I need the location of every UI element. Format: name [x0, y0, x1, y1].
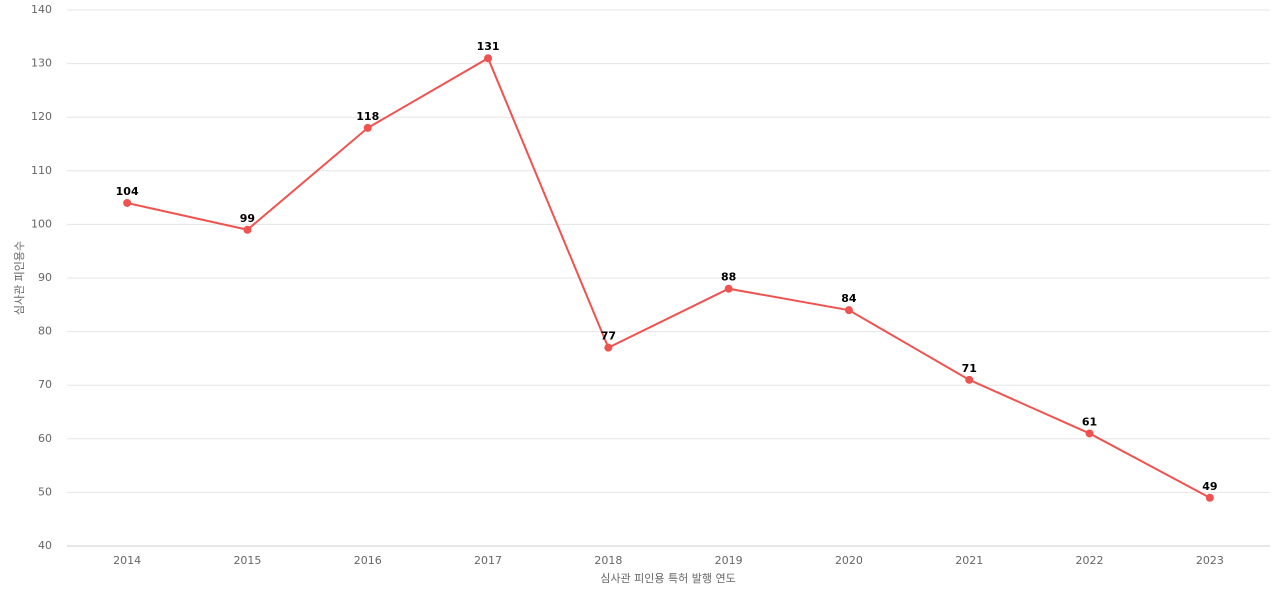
- y-tick-label: 140: [31, 3, 52, 16]
- x-tick-label: 2016: [354, 554, 382, 567]
- data-label: 49: [1202, 480, 1217, 493]
- y-tick-label: 50: [38, 485, 52, 498]
- y-tick-label: 70: [38, 378, 52, 391]
- y-tick-label: 120: [31, 110, 52, 123]
- data-label: 88: [721, 271, 736, 284]
- data-label: 77: [601, 330, 616, 343]
- x-tick-label: 2019: [715, 554, 743, 567]
- data-label: 84: [841, 292, 857, 305]
- x-axis-title: 심사관 피인용 특허 발행 연도: [600, 572, 735, 585]
- y-tick-label: 80: [38, 325, 52, 338]
- data-label: 99: [240, 212, 255, 225]
- y-tick-label: 60: [38, 432, 52, 445]
- y-tick-label: 40: [38, 539, 52, 552]
- data-point: [1085, 429, 1094, 438]
- data-label: 61: [1082, 415, 1097, 428]
- data-point: [123, 198, 132, 207]
- x-tick-label: 2022: [1076, 554, 1104, 567]
- x-tick-label: 2023: [1196, 554, 1224, 567]
- data-point: [965, 375, 974, 384]
- x-tick-label: 2015: [233, 554, 261, 567]
- data-point: [363, 123, 372, 132]
- y-tick-label: 90: [38, 271, 52, 284]
- data-point: [604, 343, 613, 352]
- data-label: 131: [477, 40, 500, 53]
- data-point: [484, 54, 493, 63]
- x-tick-label: 2020: [835, 554, 863, 567]
- y-tick-label: 110: [31, 164, 52, 177]
- x-tick-label: 2021: [955, 554, 983, 567]
- x-tick-label: 2017: [474, 554, 502, 567]
- data-label: 104: [116, 185, 139, 198]
- data-point: [243, 225, 252, 234]
- data-label: 71: [962, 362, 977, 375]
- data-point: [724, 284, 733, 293]
- data-point: [844, 306, 853, 315]
- y-axis-title: 심사관 피인용수: [13, 241, 26, 315]
- data-label: 118: [356, 110, 379, 123]
- y-tick-label: 130: [31, 57, 52, 70]
- x-tick-label: 2014: [113, 554, 141, 567]
- data-point: [1205, 493, 1214, 502]
- x-tick-label: 2018: [594, 554, 622, 567]
- y-tick-label: 100: [31, 217, 52, 230]
- series-line: [126, 56, 1211, 499]
